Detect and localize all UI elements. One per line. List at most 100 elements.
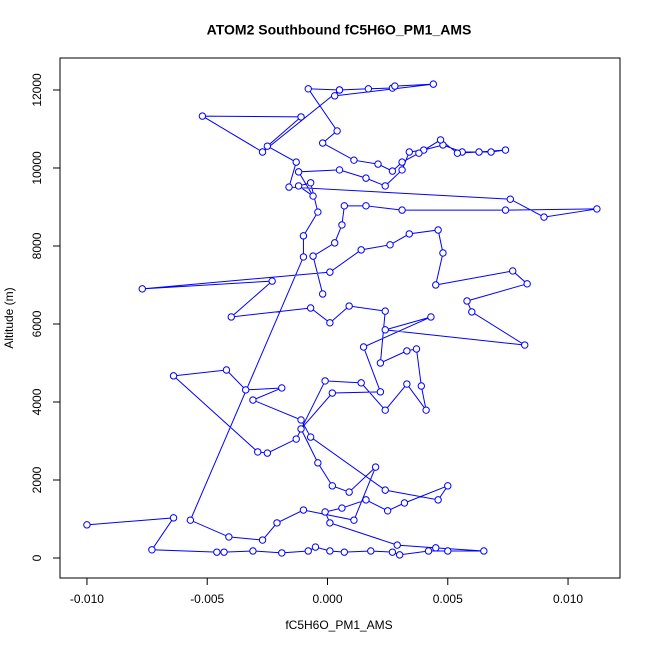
point xyxy=(249,547,257,555)
point xyxy=(509,267,517,275)
point xyxy=(285,183,293,191)
point xyxy=(429,80,438,88)
point xyxy=(432,281,440,289)
point xyxy=(480,547,488,555)
y-tick-label: 12000 xyxy=(30,73,44,107)
point xyxy=(299,232,308,240)
point xyxy=(309,192,317,200)
plot-frame xyxy=(59,57,621,579)
point xyxy=(381,182,389,190)
point xyxy=(395,551,404,559)
point xyxy=(318,139,327,147)
point xyxy=(263,142,272,150)
point xyxy=(424,547,433,555)
point xyxy=(501,146,510,154)
point xyxy=(311,543,320,551)
point xyxy=(304,547,312,555)
point xyxy=(398,158,406,166)
point xyxy=(318,290,327,298)
connecting-line xyxy=(86,83,597,556)
point xyxy=(249,396,257,404)
point xyxy=(314,459,322,467)
point xyxy=(331,239,339,247)
point xyxy=(487,148,495,156)
point xyxy=(376,359,385,367)
point xyxy=(340,202,349,210)
x-tick-label: 0.000 xyxy=(312,592,342,606)
point xyxy=(227,313,235,321)
point xyxy=(225,533,233,541)
point xyxy=(198,112,207,120)
point xyxy=(321,377,329,385)
point xyxy=(258,148,267,156)
point xyxy=(306,433,315,441)
point xyxy=(138,285,146,293)
point xyxy=(345,488,353,496)
point xyxy=(357,246,365,254)
point xyxy=(463,297,471,305)
point xyxy=(359,343,368,351)
point xyxy=(434,226,442,234)
y-axis-label: Altitude (m) xyxy=(2,287,16,348)
point xyxy=(328,389,337,397)
point xyxy=(403,347,411,355)
point xyxy=(333,127,341,135)
point xyxy=(263,449,272,457)
point xyxy=(326,519,334,527)
x-axis-label: fC5H6O_PM1_AMS xyxy=(285,618,392,632)
y-tick-label: 8000 xyxy=(30,232,44,259)
point xyxy=(304,85,312,93)
point xyxy=(398,206,406,214)
point xyxy=(222,366,231,374)
point xyxy=(297,416,305,424)
point xyxy=(523,280,531,288)
point xyxy=(294,182,303,190)
point xyxy=(362,202,370,210)
point xyxy=(362,174,370,182)
point xyxy=(148,546,156,554)
point xyxy=(444,482,452,490)
point xyxy=(254,448,262,456)
point xyxy=(367,547,375,555)
point xyxy=(439,249,447,257)
point xyxy=(422,406,430,414)
point xyxy=(294,168,303,176)
x-tick-label: -0.010 xyxy=(70,592,104,606)
point xyxy=(299,506,308,514)
point xyxy=(400,499,409,507)
y-tick-label: 6000 xyxy=(30,310,44,337)
y-tick-label: 2000 xyxy=(30,466,44,493)
point xyxy=(338,221,346,229)
point xyxy=(321,508,329,516)
point xyxy=(521,341,529,349)
point xyxy=(306,179,315,187)
point xyxy=(391,82,399,90)
point xyxy=(540,213,548,221)
point xyxy=(453,149,462,157)
point xyxy=(381,307,389,315)
point xyxy=(83,521,91,529)
point xyxy=(335,86,344,94)
point xyxy=(398,166,406,174)
point xyxy=(292,158,300,166)
point xyxy=(306,304,315,312)
point xyxy=(350,156,358,164)
point xyxy=(381,326,389,334)
point xyxy=(403,380,411,388)
point xyxy=(381,486,389,494)
point xyxy=(412,345,421,353)
point xyxy=(328,482,337,490)
point xyxy=(374,160,382,168)
point xyxy=(220,548,228,556)
point xyxy=(405,230,413,238)
point xyxy=(405,148,413,156)
point xyxy=(326,268,334,276)
point xyxy=(278,549,286,557)
point xyxy=(501,206,510,214)
point xyxy=(169,372,178,380)
point xyxy=(268,277,276,285)
point xyxy=(436,136,445,144)
point xyxy=(475,148,483,156)
point xyxy=(393,541,401,549)
